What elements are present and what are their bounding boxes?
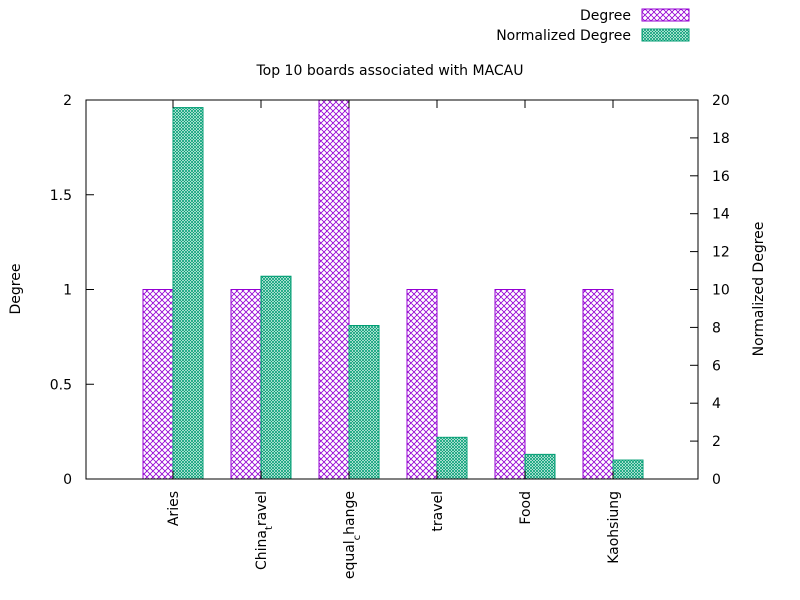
legend-label-degree: Degree [580, 8, 631, 24]
y2-tick-label: 2 [712, 434, 721, 450]
y-tick-label: 1.5 [50, 188, 72, 204]
bar-normalized-degree-3 [436, 436, 468, 480]
y2-ticks: 0 2 4 6 8 10 12 14 16 18 20 [690, 93, 730, 488]
bar-normalized-degree-4 [524, 453, 556, 480]
bar-degree-4 [494, 289, 526, 480]
y2-tick-label: 10 [712, 283, 730, 299]
chart-title: Top 10 boards associated with MACAU [255, 63, 523, 79]
y2-tick-label: 20 [712, 93, 730, 109]
bar-degree-1 [230, 289, 262, 480]
bars [142, 99, 644, 480]
bar-normalized-degree-0 [172, 107, 204, 480]
bar-degree-0 [142, 289, 174, 480]
legend-label-normalized-degree: Normalized Degree [496, 28, 631, 44]
y-tick-label: 1 [63, 283, 72, 299]
y-tick-label: 0.5 [50, 377, 72, 393]
bar-degree-2 [318, 99, 350, 480]
y2-axis-label: Normalized Degree [751, 222, 767, 357]
y2-tick-label: 18 [712, 131, 730, 147]
y2-tick-label: 14 [712, 207, 730, 223]
legend-swatch-degree [641, 8, 690, 22]
y-tick-label: 0 [63, 472, 72, 488]
x-tick-label: Kaohsiung [606, 491, 622, 564]
x-tick-label: Chinatravel [254, 491, 275, 570]
x-tick-label: Food [518, 491, 534, 525]
y2-tick-label: 6 [712, 358, 721, 374]
x-tick-label: travel [430, 491, 446, 532]
x-tick-label: equalchange [342, 491, 363, 579]
y2-tick-label: 12 [712, 245, 730, 261]
y2-tick-label: 0 [712, 472, 721, 488]
legend-swatch-normalized-degree [641, 28, 690, 42]
bar-normalized-degree-5 [612, 459, 644, 480]
x-ticks: Aries Chinatravel equalchange travel Food Kao… [166, 100, 622, 579]
bar-degree-5 [582, 289, 614, 480]
y2-tick-label: 8 [712, 320, 721, 336]
y2-tick-label: 4 [712, 396, 721, 412]
y-axis-label: Degree [8, 264, 24, 315]
y-ticks: 0 0.5 1 1.5 2 [50, 93, 94, 488]
bar-degree-3 [406, 289, 438, 480]
y2-tick-label: 16 [712, 169, 730, 185]
legend: Degree Normalized Degree [496, 8, 690, 44]
y-tick-label: 2 [63, 93, 72, 109]
bar-normalized-degree-1 [260, 275, 292, 480]
x-tick-label: Aries [166, 491, 182, 526]
bar-normalized-degree-2 [348, 325, 380, 480]
